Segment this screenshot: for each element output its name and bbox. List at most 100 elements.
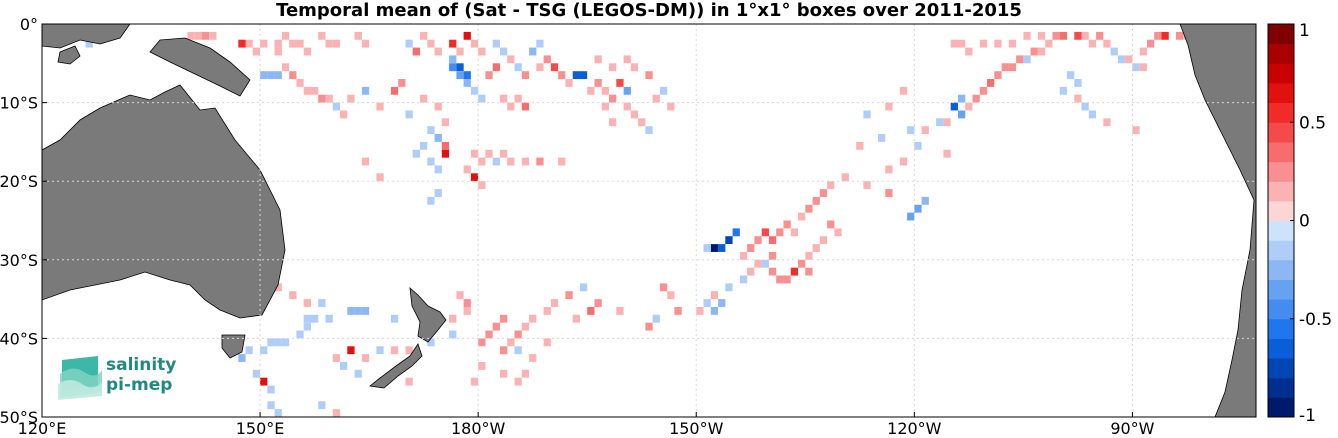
data-cell: [1008, 39, 1017, 48]
data-cell: [289, 39, 297, 48]
data-cell: [558, 157, 566, 166]
x-tick-label: 180°W: [451, 419, 506, 438]
data-cell: [238, 354, 246, 362]
data-cell: [260, 346, 268, 355]
data-cell: [856, 141, 864, 150]
x-tick-label: 150°W: [669, 419, 724, 438]
data-cell: [521, 157, 530, 166]
data-cell: [572, 71, 580, 80]
data-cell: [361, 307, 370, 315]
data-cell: [405, 346, 413, 355]
data-cell: [267, 71, 275, 80]
data-cell: [470, 86, 479, 95]
data-cell: [558, 71, 566, 80]
land-new-guinea: [149, 37, 251, 97]
y-tick-label: 20°S: [0, 172, 38, 191]
data-cell: [718, 244, 726, 252]
data-cell: [1074, 94, 1082, 103]
data-cell: [623, 102, 631, 111]
data-cell: [979, 39, 988, 48]
data-cell: [943, 149, 951, 158]
data-cell: [812, 244, 820, 252]
data-cell: [485, 71, 493, 80]
data-cell: [427, 126, 435, 135]
logo-waves-icon: [58, 356, 102, 400]
land-sulawesi-islands: [57, 45, 81, 65]
data-cell: [260, 377, 268, 386]
data-cell: [507, 338, 515, 347]
data-cell: [354, 307, 362, 315]
data-cell: [1103, 39, 1111, 48]
data-cell: [456, 291, 464, 300]
data-cell: [1037, 31, 1046, 40]
data-cell: [332, 409, 341, 417]
data-cell: [965, 47, 973, 56]
data-cell: [754, 236, 762, 245]
data-cell: [529, 314, 537, 323]
data-cell: [776, 228, 784, 237]
data-cell: [456, 47, 464, 56]
data-cell: [260, 71, 268, 80]
data-cell: [979, 86, 988, 95]
colorbar-segment: [1268, 358, 1294, 379]
colorbar-segment: [1268, 279, 1294, 300]
data-cell: [514, 330, 522, 339]
data-cell: [1139, 47, 1147, 56]
data-cell: [1074, 79, 1082, 87]
colorbar-tick-label: 0.5: [1299, 113, 1326, 133]
data-cell: [478, 181, 486, 190]
data-cell: [1088, 110, 1097, 119]
data-cell: [238, 39, 246, 48]
land-indonesia: [42, 24, 131, 49]
data-cell: [579, 71, 588, 80]
data-cell: [332, 102, 341, 111]
data-cell: [485, 149, 493, 158]
data-cell: [456, 63, 464, 72]
data-cell: [768, 267, 777, 276]
data-cell: [1074, 31, 1082, 40]
data-cell: [761, 228, 769, 237]
data-cell: [1139, 63, 1147, 72]
data-cell: [529, 47, 537, 56]
data-cell: [921, 126, 929, 135]
data-cell: [390, 314, 399, 323]
data-cell: [907, 126, 915, 135]
data-cell: [1125, 55, 1133, 64]
data-cell: [609, 118, 617, 127]
x-axis-ticks: 120°E 150°E 180°W 150°W 120°W 90°W: [18, 412, 1155, 438]
data-cell: [354, 31, 362, 40]
data-cell: [1059, 31, 1067, 40]
data-cell: [747, 267, 755, 276]
data-cell: [827, 181, 835, 190]
colorbar-segment: [1268, 338, 1294, 359]
data-cell: [361, 354, 370, 362]
data-cell: [332, 354, 341, 362]
land-tasmania: [221, 334, 246, 359]
data-cell: [405, 377, 413, 386]
data-cell: [579, 283, 588, 292]
data-cell: [798, 259, 806, 268]
logo-line1: salinity: [106, 355, 177, 375]
data-cell: [907, 212, 915, 221]
data-cell: [267, 338, 275, 347]
data-cell: [478, 338, 486, 347]
data-cell: [776, 275, 784, 284]
data-cell: [463, 307, 471, 315]
logo-line2: pi-mep: [106, 375, 173, 395]
land-new-zealand-south: [369, 343, 423, 389]
data-cell: [434, 134, 442, 142]
colorbar-segment: [1268, 24, 1294, 45]
data-cell: [427, 196, 435, 205]
data-cell: [303, 314, 311, 323]
data-cell: [521, 369, 530, 378]
data-cell: [463, 71, 471, 80]
data-cell: [449, 39, 457, 48]
colorbar-tick-label: 1: [1299, 21, 1310, 41]
data-cell: [652, 314, 660, 323]
y-tick-label: 10°S: [0, 94, 38, 113]
data-cell: [630, 110, 639, 119]
data-cell: [325, 314, 333, 323]
data-cell: [470, 377, 479, 386]
data-cell: [710, 291, 719, 300]
data-cell: [361, 157, 370, 166]
